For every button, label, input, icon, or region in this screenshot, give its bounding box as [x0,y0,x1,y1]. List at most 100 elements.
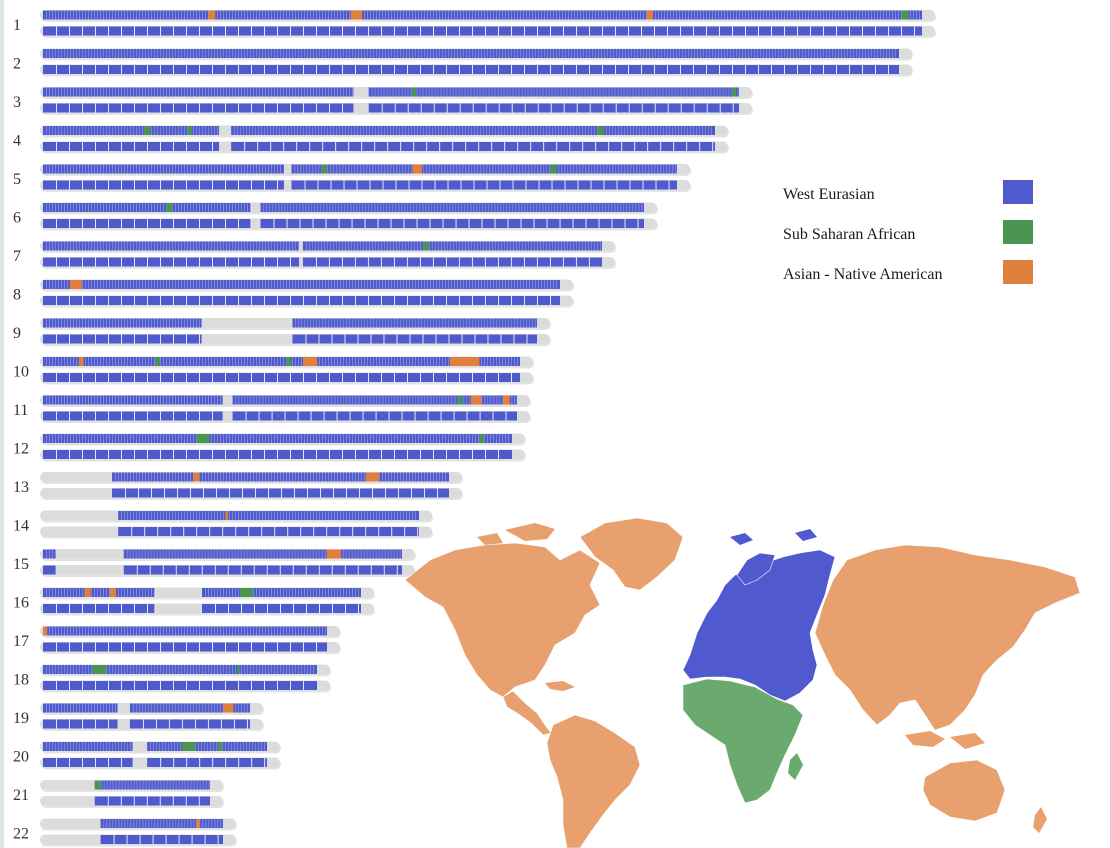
segment-boundary [425,203,427,212]
segment-boundary [677,87,679,97]
segment-boundary [217,835,219,844]
segment-boundary [95,758,96,767]
segment-boundary [232,87,233,97]
segment-boundary [286,241,287,251]
segment-boundary [115,819,117,828]
segment-boundary [109,357,110,366]
segment-boundary [109,318,110,328]
segment-boundary [211,241,212,251]
segment-boundary [442,395,444,405]
segment-boundary [160,411,161,421]
segment-boundary [511,318,513,328]
segment-boundary [680,87,682,97]
segment-boundary [439,49,440,58]
segment-boundary [268,87,269,97]
segment-boundary [100,626,101,636]
segment-boundary [212,103,213,113]
segment-boundary [252,742,253,751]
segment-boundary [368,296,369,305]
segment-boundary [331,10,332,20]
segment-boundary [541,10,542,20]
map-central-america [502,690,552,736]
segment-boundary [500,334,502,344]
segment-boundary [409,395,411,405]
segment-boundary [460,180,462,190]
segment-west-eurasian [43,49,899,58]
segment-boundary [524,87,526,97]
segment-boundary [69,142,70,151]
segment-boundary [590,87,592,97]
segment-boundary [409,472,410,482]
segment-boundary [56,758,57,767]
segment-boundary [636,126,637,135]
segment-boundary [88,241,89,251]
segment-boundary [454,434,455,443]
segment-boundary [409,318,411,328]
segment-boundary [331,357,332,366]
segment-boundary [79,665,80,674]
segment-boundary [849,26,850,36]
segment-boundary [352,49,353,58]
segment-boundary [258,549,260,559]
segment-boundary [719,26,720,36]
segment-boundary [64,164,65,174]
segment-boundary [145,819,147,828]
segment-boundary [496,318,498,328]
segment-boundary [153,703,155,713]
segment-boundary [586,10,587,20]
segment-boundary [396,164,398,174]
segment-boundary [127,626,128,636]
segment-boundary [640,49,641,58]
segment-boundary [46,742,47,751]
segment-boundary [147,604,148,613]
segment-boundary [244,434,245,443]
segment-sub-saharan-african [550,164,557,174]
segment-boundary [151,357,152,366]
segment-boundary [475,10,476,20]
segment-boundary [730,10,731,20]
segment-boundary [364,395,366,405]
segment-boundary [525,126,526,135]
segment-boundary [228,549,230,559]
segment-boundary [352,318,354,328]
segment-boundary [313,10,314,20]
segment-boundary [238,203,239,212]
legend-swatch-asian-native-american [1003,260,1033,284]
segment-boundary [148,434,149,443]
segment-boundary [220,719,222,729]
segment-west-eurasian [43,395,223,405]
map-africa [682,678,804,804]
segment-boundary [61,665,62,674]
segment-boundary [118,588,119,597]
segment-boundary [319,626,320,636]
segment-boundary [67,665,68,674]
segment-boundary [56,142,57,151]
segment-boundary [656,87,658,97]
segment-boundary [160,219,161,228]
segment-boundary [493,10,494,20]
segment-boundary [226,434,227,443]
segment-boundary [365,241,367,251]
segment-boundary [397,10,398,20]
segment-boundary [160,142,161,151]
segment-boundary [178,665,179,674]
segment-boundary [121,665,122,674]
segment-boundary [169,49,170,58]
segment-boundary [405,126,406,135]
segment-boundary [64,280,65,289]
segment-boundary [341,241,343,251]
segment-boundary [715,10,716,20]
segment-boundary [602,26,603,36]
segment-boundary [247,626,248,636]
segment-boundary [292,241,293,251]
segment-boundary [389,87,391,97]
segment-boundary [251,642,252,652]
segment-boundary [836,26,837,36]
segment-boundary [596,203,598,212]
segment-boundary [103,434,104,443]
segment-boundary [760,49,761,58]
segment-boundary [82,164,83,174]
segment-boundary [160,257,161,267]
segment-boundary [297,411,299,421]
segment-boundary [181,719,183,729]
